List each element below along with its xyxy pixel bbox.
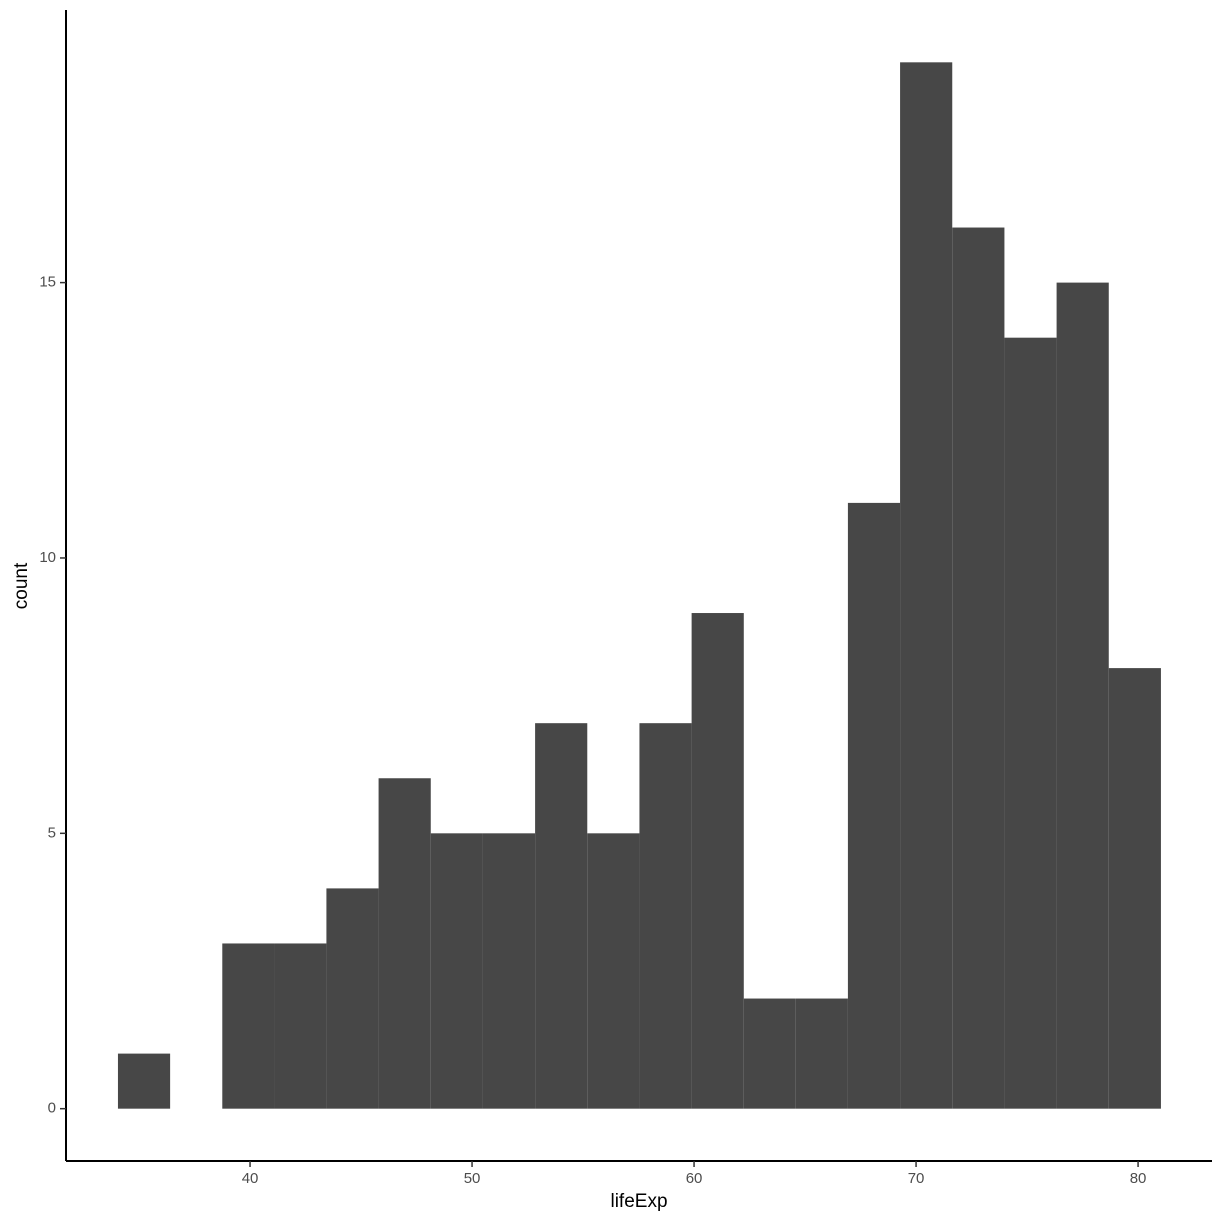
bar xyxy=(587,833,640,1109)
x-tick-label: 50 xyxy=(464,1170,481,1187)
bar xyxy=(326,888,379,1109)
bar xyxy=(117,1053,171,1109)
bar xyxy=(482,833,536,1109)
bar xyxy=(430,833,483,1109)
bar xyxy=(222,943,275,1109)
bar xyxy=(535,723,588,1109)
bar xyxy=(795,998,848,1109)
y-axis-title: count xyxy=(11,562,32,609)
x-tick-label: 70 xyxy=(908,1170,925,1187)
y-tick-label: 15 xyxy=(39,274,56,291)
y-tick-label: 0 xyxy=(48,1100,56,1117)
bar xyxy=(274,943,327,1109)
bar xyxy=(691,613,744,1109)
bar xyxy=(900,62,953,1109)
bar xyxy=(639,723,692,1109)
x-tick-label: 60 xyxy=(686,1170,703,1187)
bar xyxy=(378,778,431,1109)
x-tick-label: 40 xyxy=(242,1170,259,1187)
bar xyxy=(1056,282,1109,1109)
y-tick-label: 10 xyxy=(39,549,56,566)
x-axis-title: lifeExp xyxy=(610,1191,667,1212)
bar xyxy=(1108,668,1161,1109)
bar xyxy=(743,998,796,1109)
y-tick-label: 5 xyxy=(48,824,56,841)
x-tick-label: 80 xyxy=(1130,1170,1147,1187)
bar xyxy=(952,227,1005,1109)
bar xyxy=(847,502,901,1109)
bar xyxy=(1004,337,1057,1109)
